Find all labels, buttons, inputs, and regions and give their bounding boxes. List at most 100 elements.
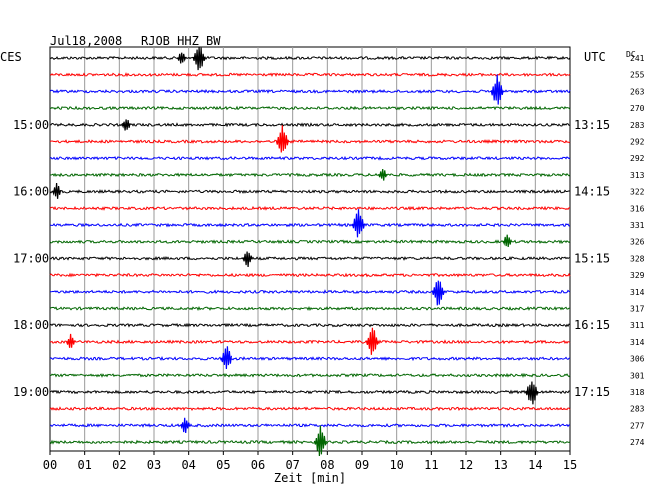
- trace-12: [49, 255, 571, 261]
- seismic-event: [365, 327, 379, 355]
- utc-time-label: 15:15: [574, 251, 610, 265]
- dc-offset-label: 316: [630, 204, 645, 213]
- trace-0: [49, 55, 571, 61]
- dc-offset-label: 318: [630, 388, 645, 397]
- trace-4: [49, 122, 570, 128]
- plot-frame: [49, 46, 571, 452]
- station-label: RJOB HHZ BW: [141, 34, 221, 48]
- utc-time-label: 14:15: [574, 185, 610, 199]
- seismic-event: [378, 168, 388, 181]
- x-tick-label: 05: [216, 458, 230, 472]
- x-tick-label: 00: [43, 458, 57, 472]
- x-tick-label: 07: [285, 458, 299, 472]
- date-label: Jul18,2008: [50, 34, 122, 48]
- trace-8: [49, 189, 571, 195]
- trace-21: [49, 406, 571, 412]
- local-time-label: 18:00: [13, 318, 49, 332]
- dc-offset-label: 241: [630, 54, 645, 63]
- dc-offset-label: 314: [630, 338, 645, 347]
- x-tick-label: 10: [389, 458, 403, 472]
- local-time-label: 19:00: [13, 385, 49, 399]
- trace-18: [49, 355, 571, 362]
- x-tick-label: 13: [493, 458, 507, 472]
- x-tick-label: 06: [251, 458, 265, 472]
- dc-offset-label: 270: [630, 104, 645, 113]
- trace-20: [49, 389, 571, 395]
- seismic-event: [502, 234, 512, 248]
- dc-offset-label: 314: [630, 288, 645, 297]
- trace-11: [49, 239, 571, 245]
- minute-grid: [49, 46, 571, 452]
- seismic-event: [351, 209, 366, 238]
- seismic-event: [66, 333, 76, 348]
- dc-offset-label: 274: [630, 438, 645, 447]
- trace-2: [49, 88, 571, 94]
- dc-offset-label: 306: [630, 355, 645, 364]
- x-tick-label: 09: [355, 458, 369, 472]
- trace-16: [49, 322, 571, 328]
- local-time-label: 17:00: [13, 251, 49, 265]
- trace-9: [49, 205, 571, 211]
- x-axis: 00 01 02 03 04 05 06 07 08 09 10 11 12 13 14 15: [43, 451, 577, 472]
- time-label-group: 15:00 16:00 17:00 18:00 19:00 13:15 14:15 15:15…: [13, 118, 610, 399]
- dc-offset-label: 313: [630, 171, 645, 180]
- dc-offset-label: 317: [630, 305, 645, 314]
- dc-offset-label: 329: [630, 271, 645, 280]
- local-time-label: 16:00: [13, 185, 49, 199]
- utc-time-label: 17:15: [574, 385, 610, 399]
- trace-6: [49, 155, 571, 161]
- dc-offset-label: 311: [630, 321, 645, 330]
- local-timezone-label: CES: [0, 50, 22, 64]
- x-tick-label: 11: [424, 458, 438, 472]
- seismic-event: [180, 417, 191, 434]
- trace-13: [49, 272, 571, 278]
- dc-offset-label: 283: [630, 121, 645, 130]
- dc-offset-label: 283: [630, 405, 645, 414]
- seismic-event: [313, 425, 327, 457]
- dc-offset-header: DC: [626, 50, 636, 59]
- trace-group: 241 255 263 270 283 292 292 313 322 316 331 326 328 3…: [49, 46, 645, 457]
- seismic-event: [177, 52, 187, 64]
- x-tick-label: 15: [563, 458, 577, 472]
- seismic-event: [490, 74, 504, 105]
- trace-3: [49, 105, 571, 111]
- trace-19: [49, 372, 571, 378]
- dc-offset-label: 263: [630, 87, 645, 96]
- trace-10: [49, 222, 571, 228]
- seismic-event: [275, 125, 289, 153]
- x-tick-label: 01: [77, 458, 91, 472]
- dc-offset-label: 292: [630, 154, 645, 163]
- seismic-event: [220, 346, 232, 370]
- dc-offset-label: 277: [630, 421, 645, 430]
- trace-23: [49, 439, 571, 445]
- seismic-event: [52, 183, 62, 199]
- dc-offset-label: 255: [630, 71, 645, 80]
- dc-offset-label: 328: [630, 254, 645, 263]
- seismic-event: [192, 46, 206, 71]
- dc-offset-label: 322: [630, 188, 645, 197]
- x-axis-title: Zeit [min]: [274, 471, 346, 485]
- x-tick-label: 02: [112, 458, 126, 472]
- dc-offset-label: 326: [630, 238, 645, 247]
- trace-17: [49, 339, 571, 345]
- x-tick-label: 03: [147, 458, 161, 472]
- trace-1: [49, 72, 571, 78]
- dc-offset-label: 292: [630, 138, 645, 147]
- trace-15: [49, 305, 571, 312]
- local-time-label: 15:00: [13, 118, 49, 132]
- seismic-event: [242, 251, 253, 267]
- x-tick-label: 04: [181, 458, 195, 472]
- trace-5: [49, 139, 571, 144]
- seismic-event: [431, 280, 445, 306]
- x-tick-label: 08: [320, 458, 334, 472]
- dc-offset-label: 301: [630, 371, 645, 380]
- utc-time-label: 13:15: [574, 118, 610, 132]
- trace-7: [49, 172, 571, 178]
- seismic-event: [525, 381, 539, 405]
- seismic-event: [121, 119, 131, 131]
- utc-timezone-label: UTC: [584, 50, 606, 64]
- dc-offset-label: 331: [630, 221, 645, 230]
- x-tick-label: 12: [459, 458, 473, 472]
- trace-14: [49, 289, 571, 295]
